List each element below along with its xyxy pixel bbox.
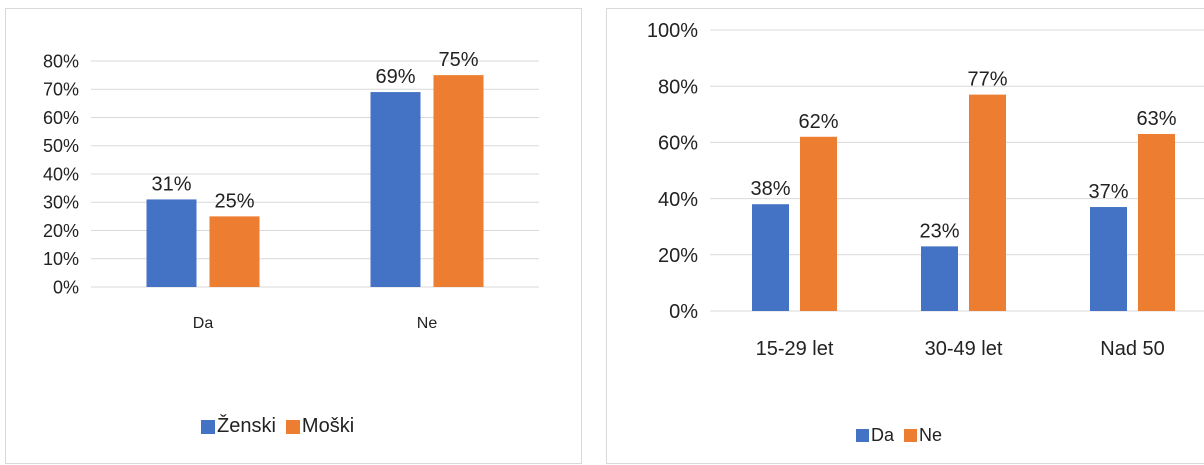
bar — [370, 92, 421, 287]
x-tick-label: Nad 50 — [1100, 338, 1165, 360]
legend-swatch — [285, 419, 300, 434]
bar — [433, 75, 484, 287]
y-tick-label: 80% — [43, 51, 79, 71]
y-tick-label: 0% — [669, 301, 698, 323]
chart-age-svg: 0% 20% 40% 60% 80% 100% 38% 62% 15-29 let 23% 77% 3… — [647, 20, 1204, 360]
y-tick-label: 10% — [43, 249, 79, 269]
y-tick-label: 20% — [43, 221, 79, 241]
legend-item: Da — [856, 425, 894, 446]
data-label: 37% — [1088, 181, 1128, 203]
legend-label: Ne — [919, 425, 943, 445]
chart-gender-panel: 0% 10% 20% 30% 40% 50% 60% 70% 80% 31% 25% Da 69% 75%… — [5, 8, 582, 464]
bar — [146, 199, 197, 287]
legend-label: Ženski — [217, 415, 276, 437]
bar — [800, 136, 837, 311]
legend-item: Ženski — [201, 415, 276, 438]
data-label: 69% — [375, 66, 415, 88]
y-tick-label: 20% — [658, 245, 698, 267]
data-label: 75% — [438, 49, 478, 71]
data-label: 77% — [967, 69, 1007, 91]
data-label: 31% — [151, 173, 191, 195]
chart-gender-svg: 0% 10% 20% 30% 40% 50% 60% 70% 80% 31% 25% Da 69% 75%… — [43, 49, 539, 332]
data-label: 23% — [919, 220, 959, 242]
legend-item: Ne — [904, 425, 942, 446]
chart-gender-legend: Ženski Moški — [201, 415, 354, 438]
y-tick-label: 50% — [43, 136, 79, 156]
x-tick-label: Da — [193, 315, 214, 332]
data-label: 62% — [798, 111, 838, 133]
data-label: 25% — [214, 190, 254, 212]
legend-label: Moški — [301, 415, 355, 437]
x-tick-label: 30-49 let — [925, 338, 1003, 360]
legend-swatch — [201, 419, 215, 434]
y-tick-label: 80% — [658, 76, 698, 98]
legend-swatch — [856, 429, 869, 442]
bar — [209, 216, 260, 287]
y-tick-label: 40% — [43, 164, 79, 184]
y-tick-label: 70% — [43, 80, 79, 100]
y-tick-label: 60% — [658, 133, 698, 155]
data-label: 63% — [1136, 108, 1176, 130]
y-tick-label: 40% — [658, 189, 698, 211]
legend-swatch — [904, 429, 918, 442]
bar — [1090, 207, 1127, 311]
x-tick-label: 15-29 let — [756, 338, 834, 360]
chart-age-legend: Da Ne — [856, 425, 942, 446]
data-label: 38% — [750, 178, 790, 200]
bar — [752, 204, 789, 311]
bar — [921, 246, 958, 311]
chart-age-panel: 0% 20% 40% 60% 80% 100% 38% 62% 15-29 let 23% 77% 3… — [606, 8, 1204, 464]
x-tick-label: Ne — [417, 315, 438, 332]
legend-item: Moški — [285, 415, 355, 438]
y-tick-label: 100% — [647, 20, 698, 42]
bar — [969, 94, 1006, 311]
y-tick-label: 60% — [43, 108, 79, 128]
bar — [1138, 133, 1175, 311]
legend-label: Da — [871, 425, 895, 445]
y-tick-label: 0% — [53, 277, 79, 297]
y-tick-label: 30% — [43, 193, 79, 213]
